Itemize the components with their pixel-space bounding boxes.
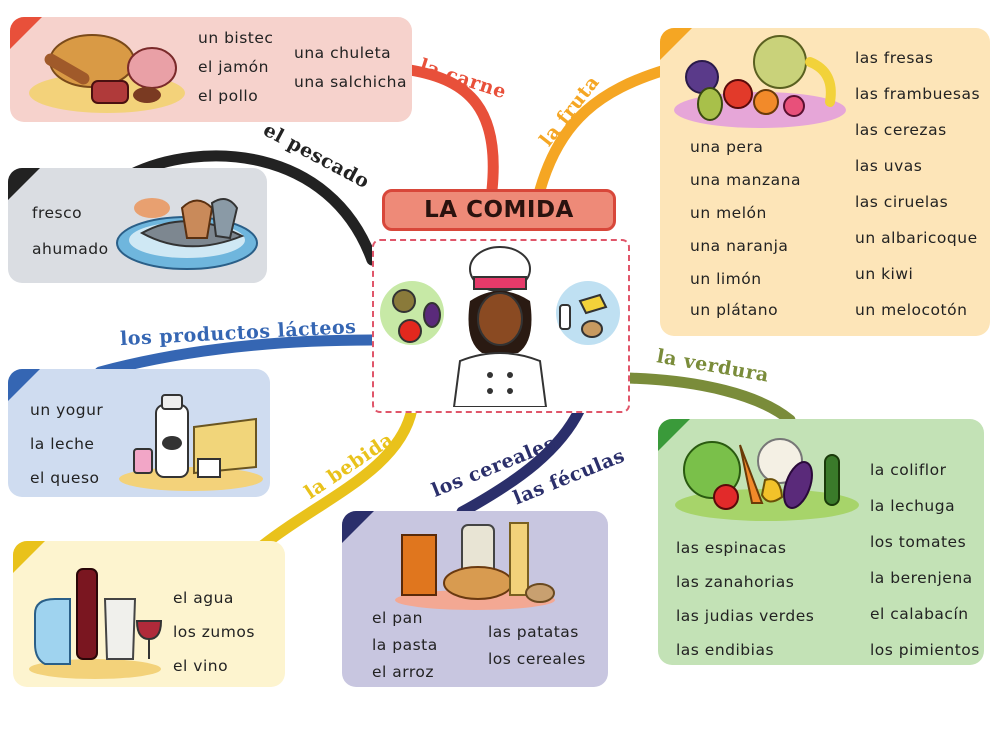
branch-cereales: [456, 403, 586, 518]
fruta-item: las ciruelas: [855, 193, 949, 211]
branch-lacteos: [94, 334, 378, 378]
verdura-item: las zanahorias: [676, 573, 795, 591]
vegetables-icon: [675, 438, 859, 521]
fruta-item: un plátano: [690, 301, 779, 319]
cereales-item: las patatas: [488, 623, 579, 641]
page-title: LA COMIDA: [382, 189, 616, 231]
verdura-item: el calabacín: [870, 605, 969, 623]
branch-bebida: [256, 403, 418, 552]
fruta-item: las frambuesas: [855, 85, 981, 103]
fruta-item: las uvas: [855, 157, 923, 175]
box-cereales: el pan la pasta el arroz las patatas los…: [342, 511, 608, 687]
pescado-item: fresco: [32, 204, 83, 222]
branch-verdura: [620, 372, 796, 426]
verdura-item: las judias verdes: [676, 607, 815, 625]
verdura-item: los tomates: [870, 533, 967, 551]
verdura-item: los pimientos: [870, 641, 980, 659]
fruta-item: una naranja: [690, 237, 789, 255]
branch-carne: [404, 64, 499, 196]
cereales-item: los cereales: [488, 650, 586, 668]
branch-pescado: [124, 150, 378, 266]
box-pescado: fresco ahumado: [8, 168, 267, 283]
lacteos-item: un yogur: [30, 401, 104, 419]
box-fruta: una pera una manzana un melón una naranj…: [660, 28, 990, 336]
chef-icon: [380, 246, 620, 407]
verdura-item: las espinacas: [676, 539, 787, 557]
center-illustration: [372, 239, 630, 413]
meat-plate-icon: [29, 34, 185, 113]
lacteos-item: la leche: [30, 435, 95, 453]
box-verdura: las espinacas las zanahorias las judias …: [658, 419, 984, 665]
fruta-item: un melón: [690, 204, 767, 222]
branch-fruta: [534, 64, 671, 196]
bebida-item: el agua: [173, 589, 234, 607]
cereales-item: el arroz: [372, 663, 435, 681]
cereales-item: el pan: [372, 609, 423, 627]
bread-pasta-icon: [395, 522, 555, 610]
verdura-item: las endibias: [676, 641, 775, 659]
fruta-item: las fresas: [855, 49, 934, 67]
cereales-item: la pasta: [372, 636, 438, 654]
carne-item: el pollo: [198, 87, 259, 105]
carne-item: un bistec: [198, 29, 274, 47]
dairy-icon: [119, 394, 263, 491]
fruta-item: un limón: [690, 270, 762, 288]
carne-item: el jamón: [198, 58, 269, 76]
fruta-item: una pera: [690, 138, 764, 156]
verdura-item: la coliflor: [870, 461, 947, 479]
drinks-icon: [29, 568, 163, 679]
lacteos-item: el queso: [30, 469, 100, 487]
fruta-item: un kiwi: [855, 265, 914, 283]
pescado-item: ahumado: [32, 240, 109, 258]
fruta-item: las cerezas: [855, 121, 947, 139]
box-carne: un bistec el jamón el pollo una chuleta …: [10, 17, 412, 122]
fruit-basket-icon: [674, 35, 846, 128]
bebida-item: los zumos: [173, 623, 255, 641]
carne-item: una chuleta: [294, 44, 392, 62]
box-lacteos: un yogur la leche el queso: [8, 369, 270, 497]
verdura-item: la lechuga: [870, 497, 956, 515]
verdura-item: la berenjena: [870, 569, 973, 587]
fruta-item: un melocotón: [855, 301, 968, 319]
fruta-item: una manzana: [690, 171, 801, 189]
bebida-item: el vino: [173, 657, 229, 675]
carne-item: una salchicha: [294, 73, 407, 91]
fish-plate-icon: [116, 198, 258, 270]
fruta-item: un albaricoque: [855, 229, 978, 247]
box-bebida: el agua los zumos el vino: [13, 541, 285, 687]
